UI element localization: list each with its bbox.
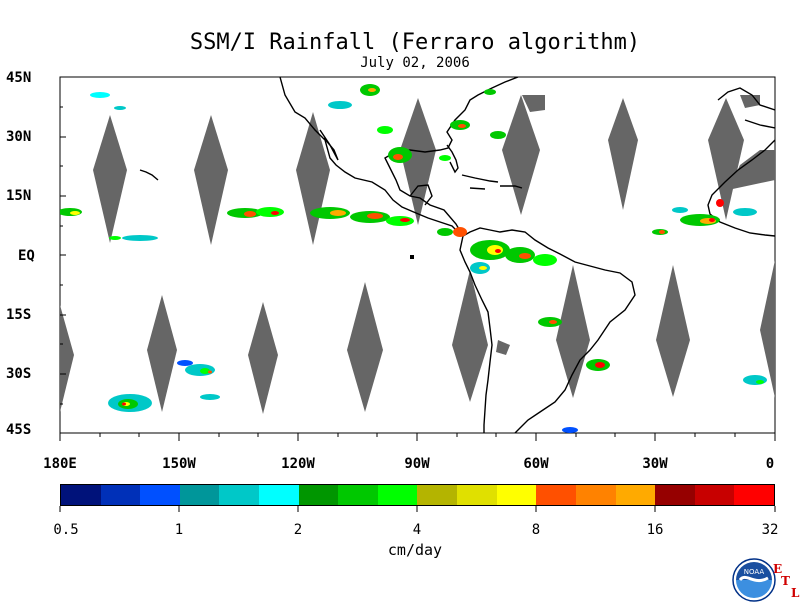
- colorbar-swatch: [615, 485, 656, 505]
- colorbar-swatch: [655, 485, 695, 505]
- colorbar-tick-label: 1: [174, 522, 184, 538]
- etl-logo: E T L: [771, 560, 800, 600]
- colorbar-swatch: [61, 485, 101, 505]
- colorbar-swatch: [140, 485, 180, 505]
- swath-gap: [608, 98, 638, 210]
- lat-label: EQ: [18, 248, 35, 264]
- colorbar-swatch: [219, 485, 260, 505]
- lat-label: 15N: [6, 188, 32, 204]
- coastlines: [139, 77, 775, 433]
- colorbar-swatch: [734, 485, 774, 505]
- colorbar-swatch: [179, 485, 220, 505]
- swath-gap: [452, 270, 488, 402]
- colorbar-units: cm/day: [387, 541, 443, 559]
- rain-atlantic: [652, 199, 767, 385]
- lat-label: 15S: [6, 307, 32, 323]
- lat-label: 30S: [6, 366, 32, 382]
- swath-gaps: [60, 95, 775, 414]
- colorbar-tick-label: 32: [761, 522, 779, 538]
- rain-south-pacific: [108, 360, 220, 412]
- rain-itcz-pacific: [60, 207, 467, 241]
- swath-gap: [147, 295, 177, 412]
- colorbar-swatch: [417, 485, 458, 505]
- etl-letter: T: [781, 574, 790, 588]
- lon-label: 120W: [281, 456, 315, 472]
- etl-letter: L: [791, 586, 800, 600]
- colorbar-swatch: [100, 485, 141, 505]
- swath-gap: [60, 305, 74, 412]
- lon-label: 60W: [523, 456, 549, 472]
- lon-label: 150W: [162, 456, 196, 472]
- colorbar-tick-label: 4: [412, 522, 422, 538]
- colorbar-swatch: [377, 485, 418, 505]
- swath-gap: [502, 95, 540, 215]
- colorbar-swatch: [298, 485, 339, 505]
- swath-gap: [656, 265, 690, 397]
- lat-label: 30N: [6, 129, 32, 145]
- lat-label: 45S: [6, 422, 32, 438]
- colorbar-swatch: [694, 485, 735, 505]
- swath-gap: [760, 260, 775, 398]
- colorbar-swatch: [338, 485, 378, 505]
- rain-south-america: [470, 240, 610, 433]
- swath-gap: [93, 115, 127, 243]
- swath-gap: [556, 265, 590, 398]
- colorbar-swatch: [259, 485, 299, 505]
- lon-label: 90W: [404, 456, 430, 472]
- map-title: SSM/I Rainfall (Ferraro algorithm): [189, 30, 641, 55]
- colorbar-swatch: [496, 485, 537, 505]
- map-ticks: [59, 76, 776, 441]
- rain-north-america: [90, 84, 506, 163]
- map-date: July 02, 2006: [360, 55, 470, 71]
- noaa-logo: NOAA: [732, 558, 776, 602]
- noaa-logo-text: NOAA: [744, 568, 765, 576]
- lat-label: 45N: [6, 70, 32, 86]
- colorbar-swatch: [536, 485, 576, 505]
- lon-label: 0: [765, 456, 775, 472]
- colorbar-tick-label: 0.5: [53, 522, 79, 538]
- swath-gap: [400, 98, 436, 225]
- swath-gap: [296, 112, 330, 245]
- rainfall-patches: [60, 84, 767, 433]
- lon-label: 180E: [43, 456, 77, 472]
- etl-letter: E: [773, 562, 783, 576]
- colorbar-ticks: [59, 506, 776, 512]
- colorbar-tick-label: 16: [646, 522, 664, 538]
- swath-gap: [248, 302, 278, 414]
- colorbar-swatch: [575, 485, 616, 505]
- colorbar-swatch: [457, 485, 497, 505]
- colorbar: [60, 484, 775, 506]
- swath-gap: [708, 98, 744, 220]
- lon-label: 30W: [642, 456, 668, 472]
- colorbar-tick-label: 2: [293, 522, 303, 538]
- colorbar-tick-label: 8: [531, 522, 541, 538]
- swath-gap: [347, 282, 383, 412]
- swath-gap: [194, 115, 228, 245]
